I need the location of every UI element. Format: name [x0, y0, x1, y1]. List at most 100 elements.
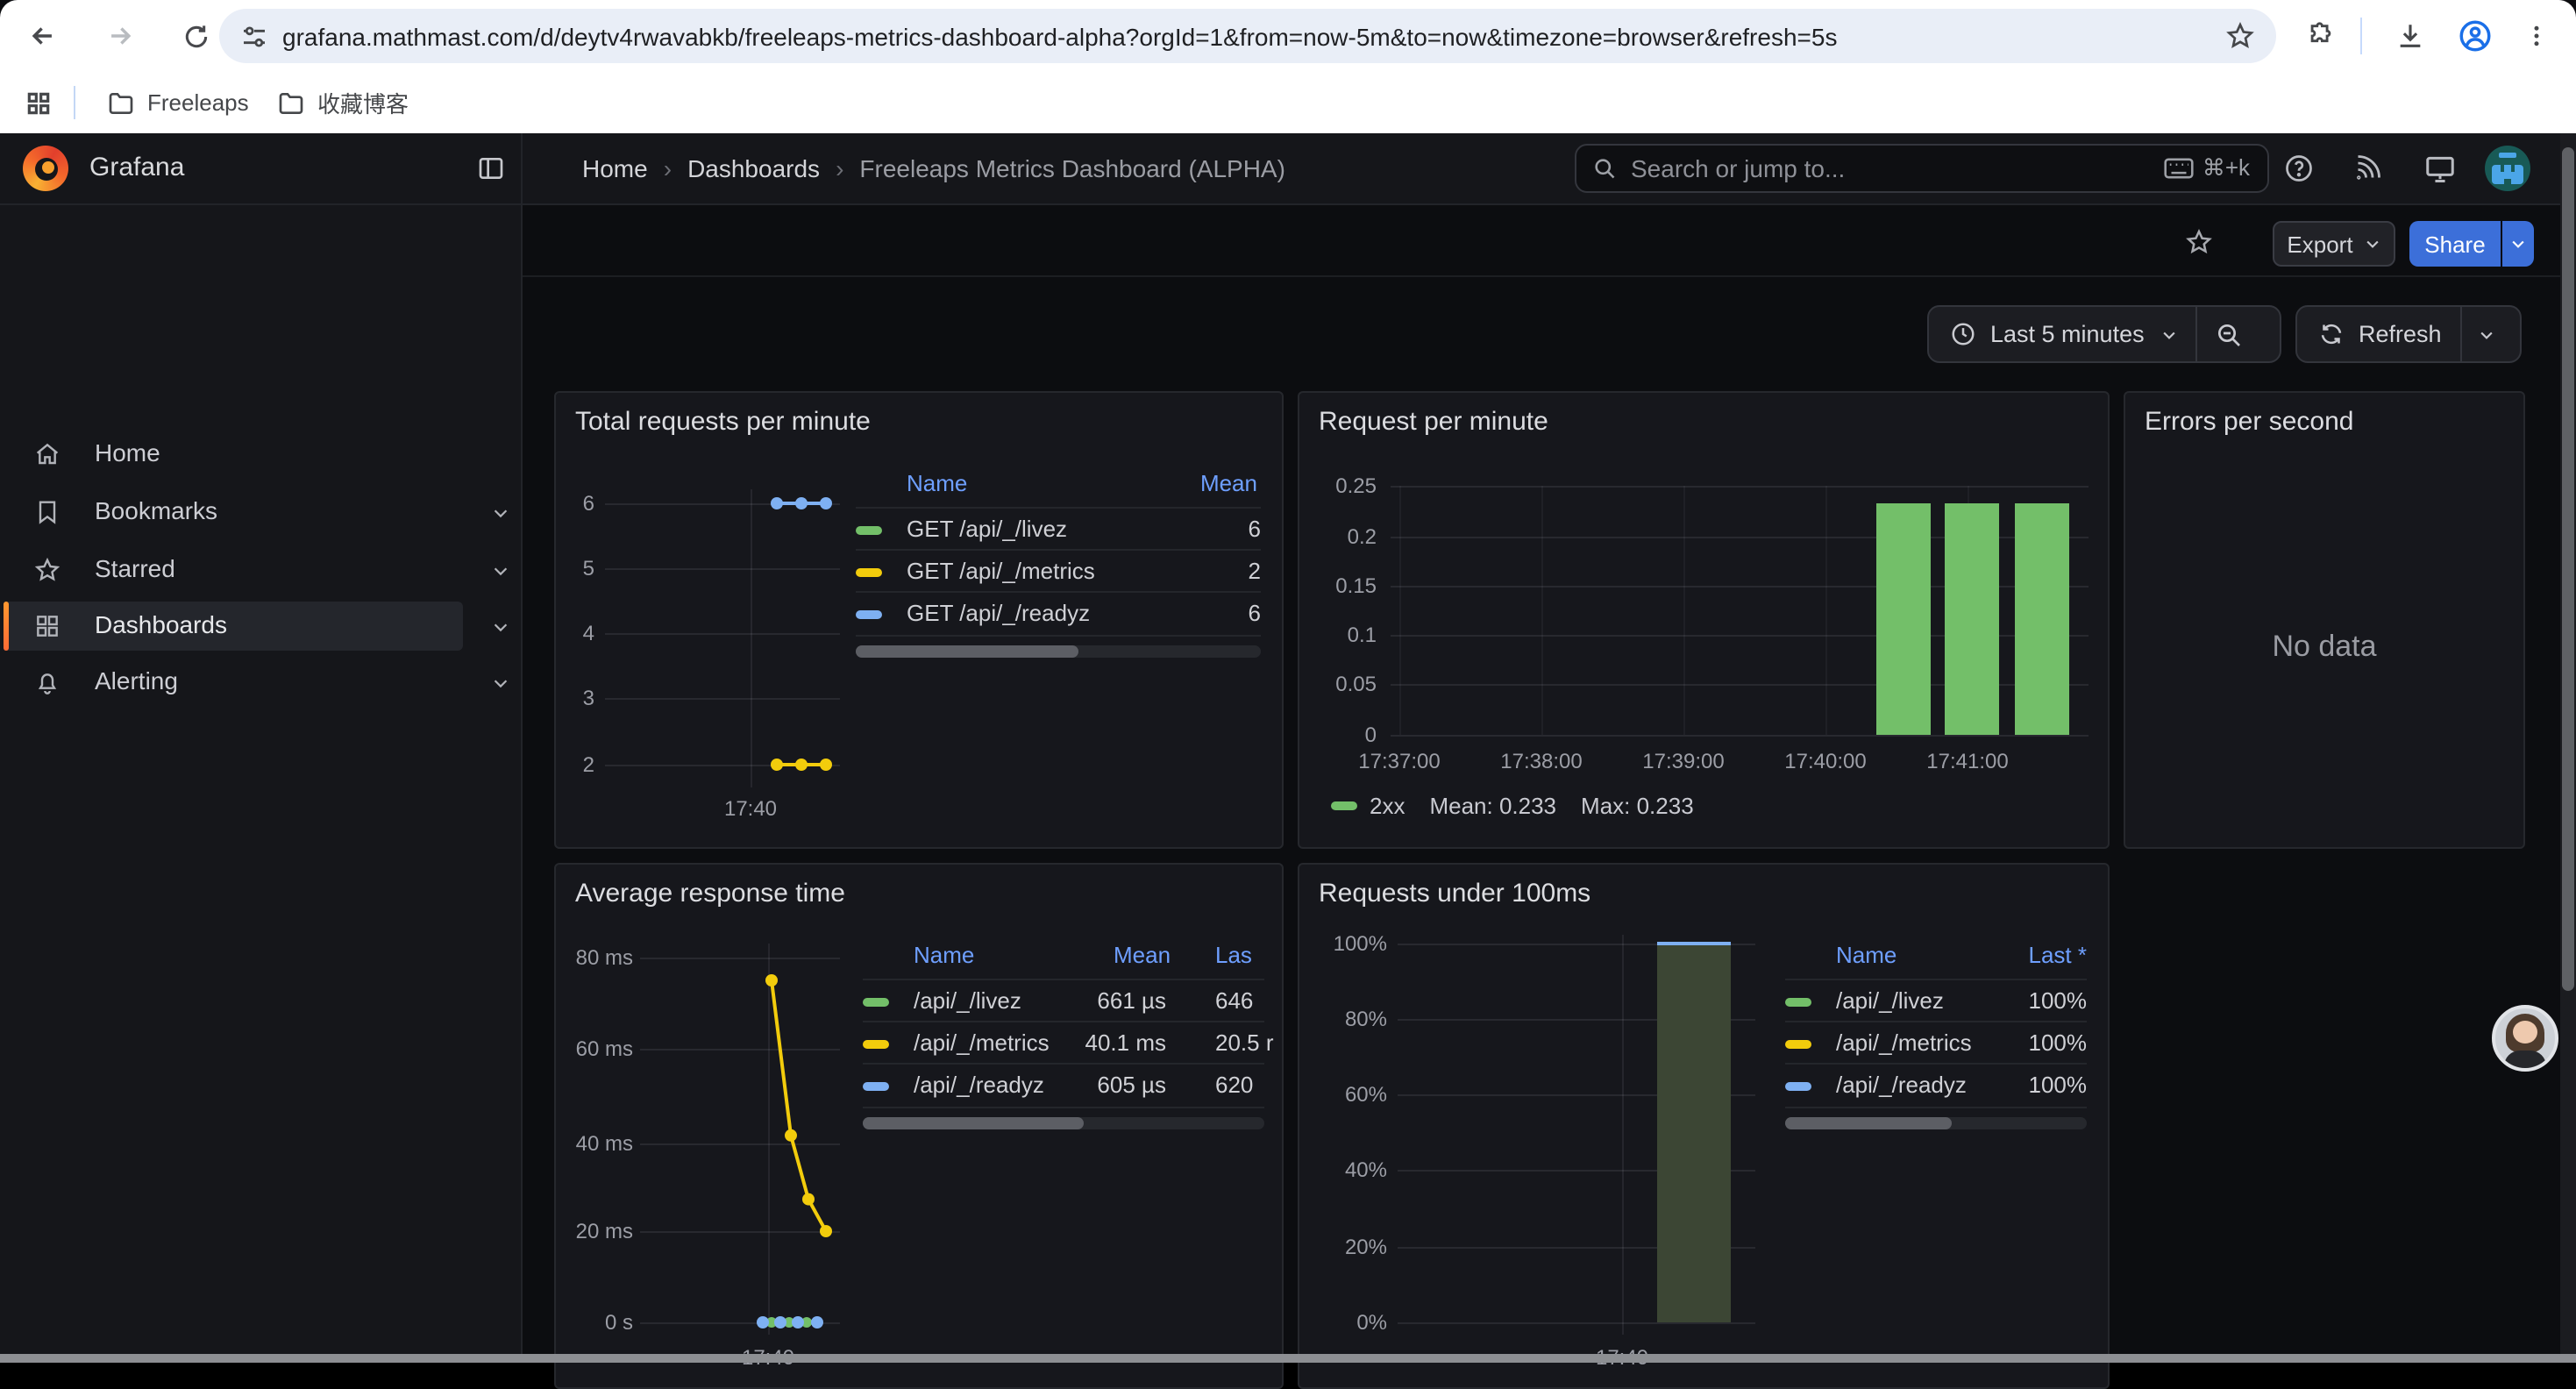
- sidebar-item-dashboards[interactable]: Dashboards: [0, 602, 523, 651]
- series-name[interactable]: /api/_/readyz: [1836, 1072, 1967, 1098]
- chevron-down-icon[interactable]: [491, 617, 510, 637]
- share-dropdown-button[interactable]: [2502, 221, 2534, 267]
- grafana-logo[interactable]: [23, 146, 68, 191]
- assistant-avatar[interactable]: [2492, 1005, 2558, 1072]
- series-name[interactable]: /api/_/livez: [1836, 987, 1944, 1014]
- screen-bottom-edge: [0, 1354, 2576, 1363]
- chevron-down-icon: [2366, 240, 2379, 248]
- chevron-down-icon[interactable]: [2479, 325, 2496, 343]
- sidebar-item-alerting[interactable]: Alerting: [0, 658, 523, 707]
- series-name[interactable]: /api/_/metrics: [1836, 1029, 1972, 1056]
- breadcrumb-home[interactable]: Home: [582, 154, 648, 182]
- site-settings-icon[interactable]: [240, 22, 268, 50]
- profile-icon[interactable]: [2453, 14, 2497, 58]
- monitor-icon[interactable]: [2418, 147, 2460, 189]
- legend-divider: [1785, 1021, 2087, 1022]
- gridline: [640, 1049, 840, 1051]
- legend-col-name[interactable]: Name: [907, 470, 968, 496]
- legend-scrollbar-thumb[interactable]: [863, 1117, 1084, 1129]
- series-name[interactable]: /api/_/readyz: [914, 1072, 1044, 1098]
- legend-item-2xx[interactable]: 2xx: [1331, 793, 1405, 819]
- series-name[interactable]: GET /api/_/readyz: [907, 600, 1091, 626]
- series-name[interactable]: GET /api/_/metrics: [907, 558, 1095, 584]
- export-button[interactable]: Export: [2273, 221, 2395, 267]
- refresh-label[interactable]: Refresh: [2359, 321, 2442, 347]
- bookmark-label: 收藏博客: [317, 91, 409, 118]
- sidebar-item-home[interactable]: Home: [0, 430, 523, 479]
- zoom-out-icon[interactable]: [2215, 320, 2243, 348]
- y-axis-tick: 60%: [1344, 1082, 1387, 1107]
- news-rss-icon[interactable]: [2346, 147, 2388, 189]
- legend-col-last[interactable]: Last *: [2028, 942, 2088, 968]
- legend-col-name[interactable]: Name: [914, 942, 975, 968]
- legend-divider: [1785, 1063, 2087, 1065]
- bookmark-folder-freeleaps[interactable]: Freeleaps: [96, 82, 260, 123]
- bookmark-star-icon[interactable]: [2225, 21, 2255, 51]
- forward-icon[interactable]: [98, 14, 142, 58]
- sidebar-item-highlight: [4, 602, 463, 651]
- legend-col-name[interactable]: Name: [1836, 942, 1897, 968]
- help-icon[interactable]: [2278, 147, 2320, 189]
- search-icon: [1592, 156, 1617, 181]
- back-icon[interactable]: [21, 14, 65, 58]
- no-data-message: No data: [2272, 630, 2377, 663]
- series-name[interactable]: GET /api/_/livez: [907, 516, 1068, 542]
- legend-col-last[interactable]: Las: [1215, 942, 1252, 968]
- y-axis-tick: 0: [1364, 723, 1377, 747]
- series-name[interactable]: /api/_/livez: [914, 987, 1021, 1014]
- legend-row[interactable]: GET /api/_/metrics 2: [856, 551, 1261, 593]
- panel-title[interactable]: Total requests per minute: [575, 407, 871, 437]
- series-name[interactable]: /api/_/metrics: [914, 1029, 1050, 1056]
- panel-title[interactable]: Errors per second: [2145, 407, 2354, 437]
- x-axis-tick: 17:40:00: [1784, 749, 1867, 773]
- search-input[interactable]: Search or jump to... ⌘+k: [1575, 144, 2269, 193]
- y-axis-tick: 40 ms: [575, 1131, 633, 1156]
- legend-row[interactable]: GET /api/_/livez 6: [856, 509, 1261, 551]
- panel-title[interactable]: Average response time: [575, 879, 845, 908]
- bookmark-label: Freeleaps: [147, 89, 249, 116]
- bookmark-folder-blogs[interactable]: 收藏博客: [267, 82, 419, 123]
- address-bar[interactable]: grafana.mathmast.com/d/deytv4rwavabkb/fr…: [219, 9, 2276, 63]
- legend-row[interactable]: /api/_/metrics 40.1 ms 20.5 r: [863, 1022, 1274, 1065]
- series-mean: 40.1 ms: [1085, 1029, 1167, 1056]
- favorite-star-icon[interactable]: [2185, 228, 2213, 256]
- series-last: 620: [1215, 1072, 1254, 1098]
- menu-kebab-icon[interactable]: [2515, 14, 2558, 58]
- legend-col-mean[interactable]: Mean: [1114, 942, 1171, 968]
- breadcrumb-dashboards[interactable]: Dashboards: [687, 154, 821, 182]
- legend-row[interactable]: GET /api/_/readyz 6: [856, 593, 1261, 635]
- sidebar-toggle-icon[interactable]: [477, 154, 505, 182]
- legend-col-mean[interactable]: Mean: [1199, 470, 1257, 496]
- apps-grid-icon[interactable]: [14, 82, 63, 123]
- chevron-down-icon[interactable]: [491, 561, 510, 581]
- chevron-down-icon[interactable]: [2160, 325, 2178, 343]
- sidebar-item-label: Bookmarks: [95, 496, 218, 524]
- legend-row[interactable]: /api/_/livez 661 µs 646: [863, 980, 1264, 1022]
- page-scrollbar-thumb[interactable]: [2562, 147, 2574, 991]
- legend-row[interactable]: /api/_/readyz 605 µs 620: [863, 1065, 1264, 1107]
- legend-row[interactable]: /api/_/metrics 100%: [1785, 1022, 2087, 1065]
- extensions-icon[interactable]: [2299, 14, 2343, 58]
- sidebar-item-starred[interactable]: Starred: [0, 545, 523, 595]
- share-button[interactable]: Share: [2409, 221, 2501, 267]
- gridline: [1683, 486, 1685, 735]
- user-avatar[interactable]: [2485, 146, 2530, 191]
- bookmarks-bar: Freeleaps 收藏博客: [0, 72, 2576, 135]
- legend-scrollbar-thumb[interactable]: [856, 645, 1078, 658]
- gridline: [1391, 586, 2089, 588]
- time-range-label[interactable]: Last 5 minutes: [1990, 321, 2145, 347]
- panel-title[interactable]: Request per minute: [1319, 407, 1548, 437]
- reload-icon[interactable]: [174, 14, 217, 58]
- downloads-icon[interactable]: [2388, 14, 2432, 58]
- legend-row[interactable]: /api/_/readyz 100%: [1785, 1065, 2087, 1107]
- chevron-down-icon[interactable]: [491, 503, 510, 523]
- gridline: [1825, 486, 1827, 735]
- panel-title[interactable]: Requests under 100ms: [1319, 879, 1591, 908]
- series-mean: 6: [1248, 516, 1261, 542]
- y-axis-tick: 20 ms: [575, 1219, 633, 1243]
- refresh-icon: [2318, 321, 2345, 347]
- legend-scrollbar-thumb[interactable]: [1785, 1117, 1952, 1129]
- sidebar-item-bookmarks[interactable]: Bookmarks: [0, 488, 523, 537]
- chevron-down-icon[interactable]: [491, 673, 510, 693]
- legend-row[interactable]: /api/_/livez 100%: [1785, 980, 2087, 1022]
